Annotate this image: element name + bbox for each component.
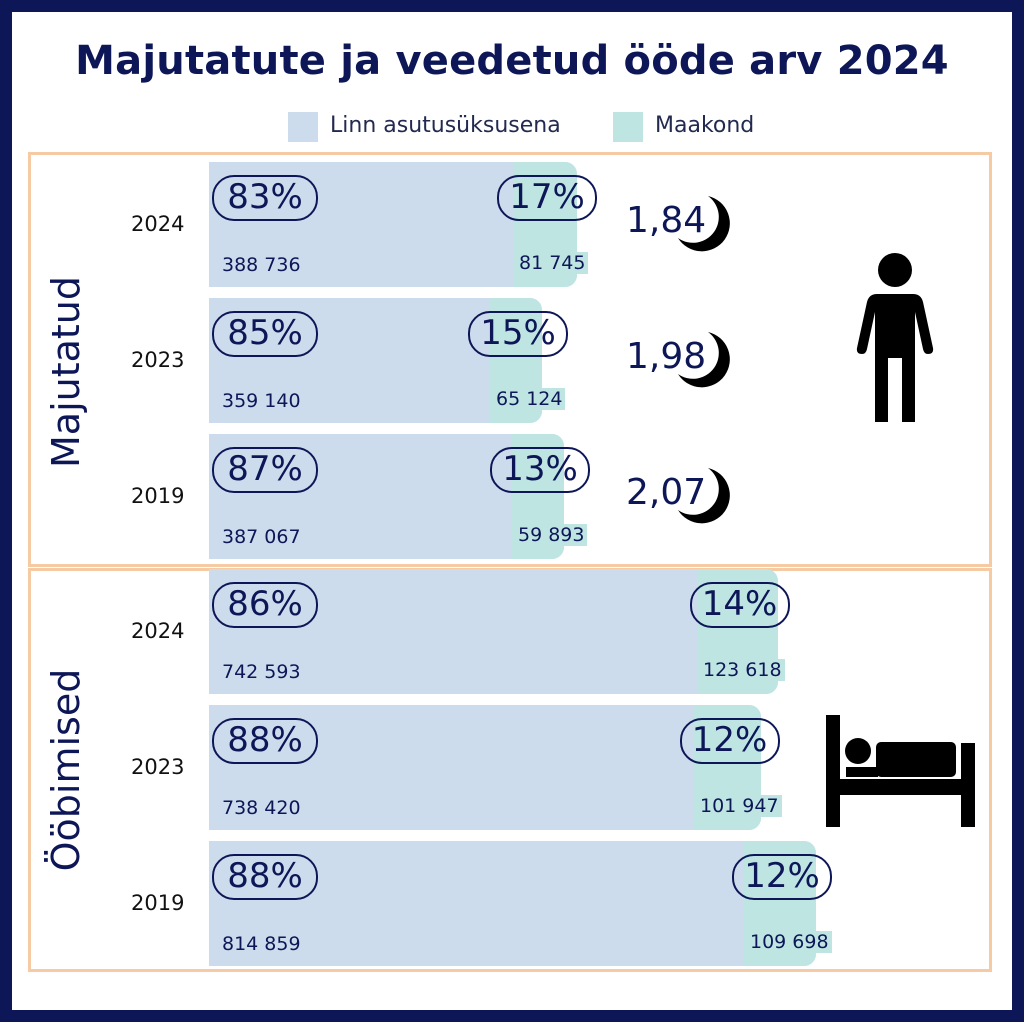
bar-city <box>209 569 697 694</box>
value-label-city: 387 067 <box>222 526 301 548</box>
percent-label-city: 88% <box>212 718 318 764</box>
percent-label-city: 87% <box>212 447 318 493</box>
value-label-city: 738 420 <box>222 797 301 819</box>
person-icon <box>856 253 934 422</box>
year-label: 2023 <box>131 348 185 372</box>
percent-label-city: 88% <box>212 854 318 900</box>
section-label-majutatud: Majutatud <box>44 275 88 469</box>
legend-swatch-city <box>288 112 318 142</box>
value-label-city: 742 593 <box>222 661 301 683</box>
percent-label-county: 17% <box>497 175 597 221</box>
value-label-county: 65 124 <box>493 388 566 410</box>
bar-city <box>209 298 490 423</box>
year-label: 2023 <box>131 755 185 779</box>
legend-label-county: Maakond <box>655 113 755 138</box>
moon-icon <box>678 196 730 252</box>
bed-icon <box>826 715 975 827</box>
value-label-county: 109 698 <box>747 931 832 953</box>
percent-label-county: 14% <box>689 582 790 628</box>
percent-label-city: 85% <box>212 311 318 357</box>
value-label-county: 59 893 <box>515 524 588 546</box>
bar-city <box>209 434 512 559</box>
value-label-county: 101 947 <box>697 795 782 817</box>
value-label-county: 81 745 <box>516 252 589 274</box>
year-label: 2024 <box>131 619 185 643</box>
legend-label-city: Linn asutusüksusena <box>330 113 561 138</box>
nights-value: 1,98 <box>626 336 707 377</box>
bar-city <box>209 162 513 287</box>
value-label-city: 814 859 <box>222 933 301 955</box>
percent-label-city: 83% <box>212 175 318 221</box>
nights-value: 1,84 <box>626 200 707 241</box>
chart-title: Majutatute ja veedetud ööde arv 2024 <box>75 38 949 84</box>
section-majutatud <box>28 152 992 567</box>
value-label-city: 388 736 <box>222 254 301 276</box>
moon-icon <box>678 468 730 524</box>
section-label-oobimised: Ööbimised <box>44 668 88 872</box>
percent-label-county: 12% <box>732 854 832 900</box>
moon-icon <box>678 332 730 388</box>
value-label-city: 359 140 <box>222 390 301 412</box>
bar-city <box>209 705 694 830</box>
percent-label-county: 12% <box>679 718 780 764</box>
year-label: 2019 <box>131 891 185 915</box>
percent-label-county: 13% <box>490 447 590 493</box>
nights-value: 2,07 <box>626 472 707 513</box>
year-label: 2024 <box>131 212 185 236</box>
value-label-county: 123 618 <box>700 659 785 681</box>
percent-label-county: 15% <box>468 311 568 357</box>
year-label: 2019 <box>131 484 185 508</box>
percent-label-city: 86% <box>212 582 318 628</box>
legend-swatch-county <box>613 112 643 142</box>
